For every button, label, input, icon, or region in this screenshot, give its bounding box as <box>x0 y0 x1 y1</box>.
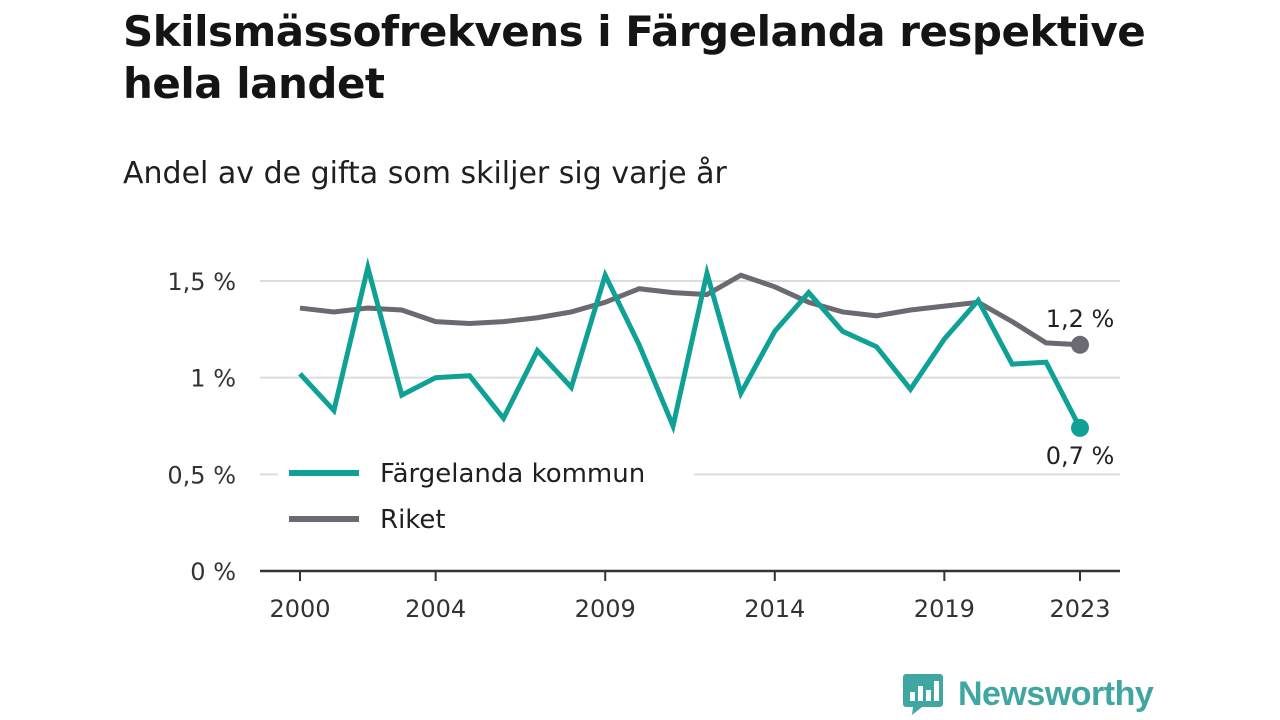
x-tick-label: 2009 <box>575 595 636 623</box>
newsworthy-logo-icon <box>903 674 943 715</box>
series-line <box>299 272 1081 348</box>
y-tick-label: 0,5 % <box>167 461 236 489</box>
chart-subtitle: Andel av de gifta som skiljer sig varje … <box>123 156 727 191</box>
brand-logo: Newsworthy <box>902 672 1154 716</box>
y-tick-label: 1,5 % <box>167 268 236 296</box>
x-tick-label: 2014 <box>744 595 805 623</box>
x-axis: 2000 2004 2009 2014 2019 2023 <box>260 569 1120 623</box>
x-tick-label: 2023 <box>1049 595 1110 623</box>
end-value-label: 1,2 % <box>1046 305 1115 333</box>
legend-background <box>278 448 694 544</box>
end-markers: 0,7 % 1,2 % <box>1046 305 1115 470</box>
chart-title: Skilsmässofrekvens i Färgelanda respekti… <box>123 7 1146 108</box>
legend-label: Riket <box>380 505 446 535</box>
series-lines <box>298 257 1083 435</box>
x-tick-label: 2019 <box>914 595 975 623</box>
y-axis-ticks: 0 % 0,5 % 1 % 1,5 % <box>167 268 236 586</box>
x-tick-label: 2004 <box>405 595 466 623</box>
end-point-marker <box>1071 335 1089 354</box>
brand-name: Newsworthy <box>958 674 1154 713</box>
end-value-label: 0,7 % <box>1046 442 1115 470</box>
y-tick-label: 0 % <box>190 558 236 586</box>
legend: Färgelanda kommun Riket <box>278 448 694 544</box>
series-line <box>298 257 1083 435</box>
y-tick-label: 1 % <box>190 365 236 393</box>
legend-label: Färgelanda kommun <box>380 459 645 489</box>
end-point-marker <box>1071 418 1089 437</box>
x-tick-label: 2000 <box>269 595 330 623</box>
